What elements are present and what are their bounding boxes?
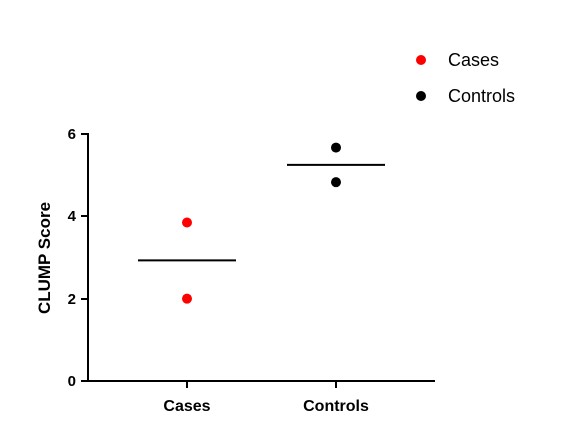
- legend-marker-controls: [416, 91, 426, 101]
- y-tick-label-2: 2: [68, 291, 76, 308]
- legend-marker-cases: [416, 55, 426, 65]
- y-tick-label-4: 4: [68, 208, 77, 225]
- data-point-controls-1: [331, 177, 341, 188]
- y-ticks: [81, 133, 88, 382]
- x-tick-label-cases: Cases: [163, 398, 210, 415]
- y-tick-labels: 0 2 4 6: [68, 126, 77, 390]
- x-tick-label-controls: Controls: [303, 398, 369, 415]
- legend: Cases Controls: [416, 50, 515, 106]
- data-point-cases-0: [182, 217, 192, 228]
- data-point-cases-1: [182, 293, 192, 304]
- y-axis-title: CLUMP Score: [35, 202, 54, 314]
- data-marks: [138, 142, 385, 304]
- legend-label-controls: Controls: [448, 86, 515, 106]
- legend-label-cases: Cases: [448, 50, 499, 70]
- y-tick-label-6: 6: [68, 126, 76, 143]
- data-point-controls-0: [331, 142, 341, 153]
- y-tick-label-0: 0: [68, 373, 76, 390]
